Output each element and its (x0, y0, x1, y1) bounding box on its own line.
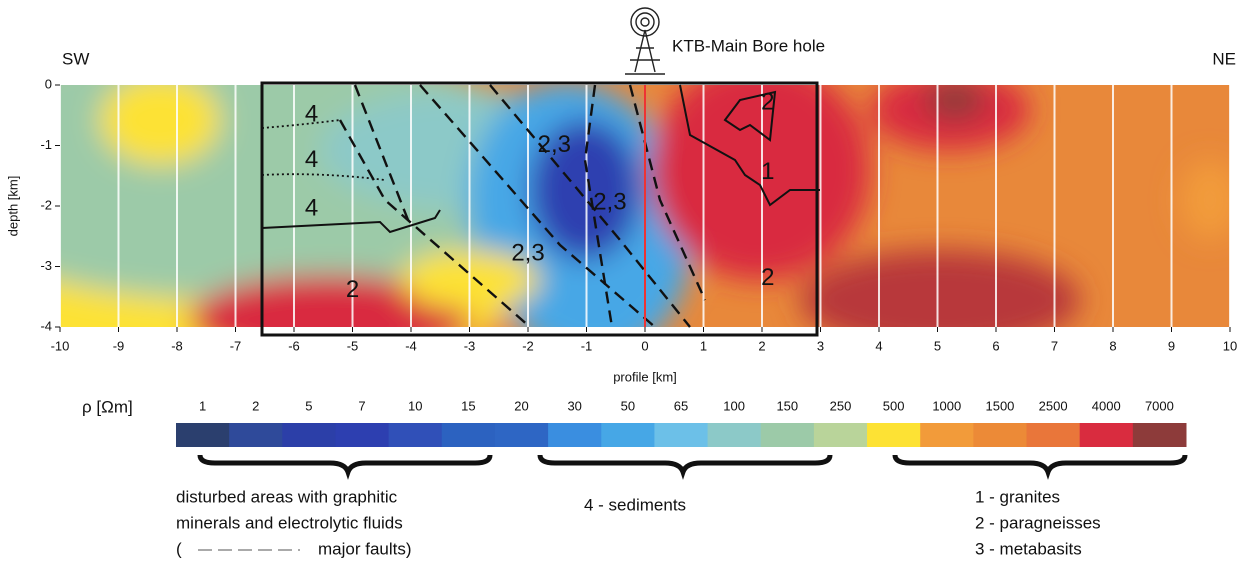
region-label: 2 (346, 276, 359, 303)
x-tick-label: -9 (113, 338, 125, 353)
legend-text: 2 - paragneisses (975, 513, 1101, 532)
x-axis-label: profile [km] (613, 369, 677, 384)
colorbar-tick-label: 4000 (1092, 398, 1121, 413)
region-label: 4 (305, 101, 318, 128)
colorbar-tick-label: 15 (461, 398, 475, 413)
colorbar-label: ρ [Ωm] (82, 397, 133, 416)
colorbar-segment (548, 423, 602, 447)
x-tick-label: -8 (171, 338, 183, 353)
x-tick-label: 5 (934, 338, 941, 353)
y-tick-label: 0 (45, 76, 52, 91)
x-tick-label: 2 (758, 338, 765, 353)
region-label: 4 (305, 194, 318, 221)
x-tick-label: -3 (464, 338, 476, 353)
colorbar-segment (761, 423, 815, 447)
x-tick-label: 7 (1051, 338, 1058, 353)
y-tick-label: -4 (40, 318, 52, 333)
x-tick-label: -5 (347, 338, 359, 353)
region-label: 2 (761, 264, 774, 291)
colorbar-segment (1080, 423, 1134, 447)
borehole-icon (625, 8, 665, 74)
colorbar-tick-label: 7000 (1145, 398, 1174, 413)
colorbar-segment (176, 423, 230, 447)
colorbar-tick-label: 2500 (1039, 398, 1068, 413)
colorbar-segment (335, 423, 389, 447)
colorbar-tick-label: 65 (674, 398, 688, 413)
x-tick-label: 9 (1168, 338, 1175, 353)
colorbar-tick-label: 1000 (932, 398, 961, 413)
colorbar-segment (601, 423, 655, 447)
colorbar-segment (442, 423, 496, 447)
x-tick-label: 1 (700, 338, 707, 353)
y-tick-label: -3 (40, 258, 52, 273)
figure: SW NE KTB-Main Bore hole profile [km] de… (0, 0, 1248, 570)
colorbar-segment (708, 423, 762, 447)
colorbar-segment (282, 423, 336, 447)
colorbar-segment (920, 423, 974, 447)
colorbar-tick-label: 150 (776, 398, 798, 413)
x-tick-label: 10 (1223, 338, 1237, 353)
region-label: 4 (305, 146, 318, 173)
colorbar-segment (973, 423, 1027, 447)
colorbar-segment (495, 423, 549, 447)
left-label: SW (62, 49, 89, 68)
braces (200, 455, 1185, 472)
y-tick-label: -1 (40, 137, 52, 152)
colorbar-tick-label: 250 (830, 398, 852, 413)
colorbar-tick-label: 10 (408, 398, 422, 413)
x-tick-label: 0 (641, 338, 648, 353)
colorbar-tick-label: 100 (723, 398, 745, 413)
colorbar-segment (814, 423, 868, 447)
region-label: 2,3 (538, 131, 571, 158)
colorbar-tick-label: 20 (514, 398, 528, 413)
x-tick-label: 6 (992, 338, 999, 353)
colorbar-segment (1027, 423, 1081, 447)
colorbar-tick-label: 1500 (985, 398, 1014, 413)
x-tick-label: 3 (817, 338, 824, 353)
colorbar-segment (867, 423, 921, 447)
legend-text: 3 - metabasits (975, 539, 1082, 558)
colorbar-segment (229, 423, 283, 447)
site-label: KTB-Main Bore hole (672, 36, 825, 55)
colorbar-tick-label: 1 (199, 398, 206, 413)
x-tick-label: -10 (51, 338, 70, 353)
x-tick-label: -1 (581, 338, 593, 353)
region-label: 2 (761, 88, 774, 115)
y-axis-label: depth [km] (5, 176, 20, 237)
x-tick-label: -7 (230, 338, 242, 353)
x-tick-label: -6 (288, 338, 300, 353)
colorbar-segment (654, 423, 708, 447)
x-tick-label: -4 (405, 338, 417, 353)
legend-text: 1 - granites (975, 487, 1060, 506)
region-label: 2,3 (593, 188, 626, 215)
colorbar-tick-label: 500 (883, 398, 905, 413)
legend-text: ( (176, 539, 182, 558)
legend-text: 4 - sediments (584, 495, 686, 514)
colorbar-tick-label: 5 (305, 398, 312, 413)
colorbar: 1 2 5 7 10 15 20 30 50 65 100 150 250 500 1000 1500 2500… (176, 398, 1187, 447)
colorbar-tick-label: 30 (567, 398, 581, 413)
region-label: 2,3 (511, 240, 544, 267)
colorbar-tick-label: 7 (358, 398, 365, 413)
colorbar-tick-label: 2 (252, 398, 259, 413)
x-tick-label: -2 (522, 338, 534, 353)
legend-text: minerals and electrolytic fluids (176, 513, 403, 532)
legend-text: major faults) (318, 539, 412, 558)
legend-text: disturbed areas with graphitic (176, 487, 398, 506)
y-tick-label: -2 (40, 197, 52, 212)
colorbar-segment (389, 423, 443, 447)
x-tick-label: 8 (1109, 338, 1116, 353)
colorbar-tick-label: 50 (621, 398, 635, 413)
region-label: 1 (761, 158, 774, 185)
x-tick-label: 4 (875, 338, 882, 353)
right-label: NE (1212, 49, 1236, 68)
colorbar-segment (1133, 423, 1187, 447)
